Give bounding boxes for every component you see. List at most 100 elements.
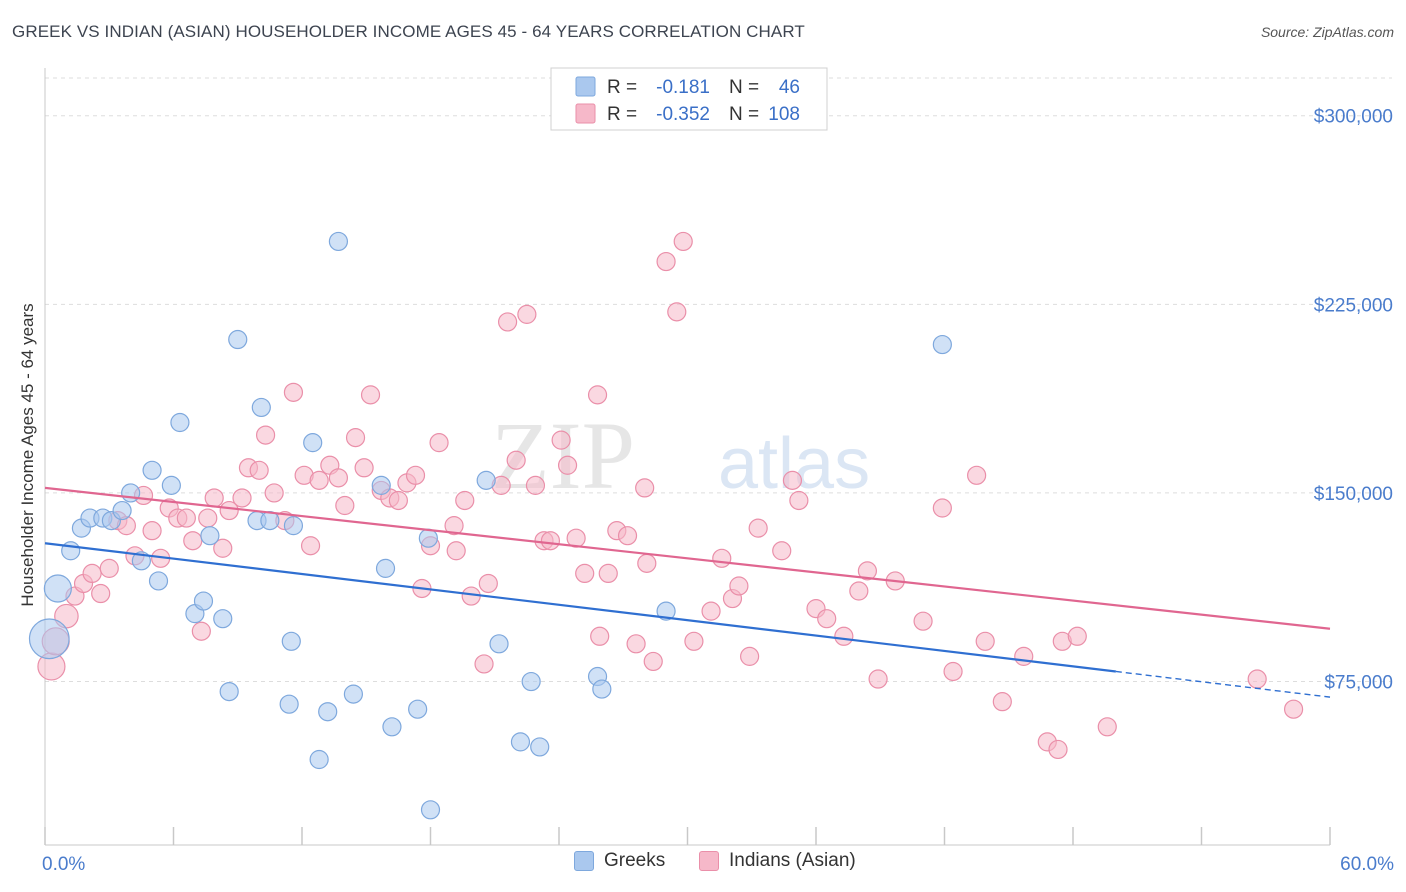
legend-greeks-n-label: N = <box>729 77 759 98</box>
greeks-trend-extension <box>1115 670 1331 698</box>
indians-point <box>1283 699 1304 719</box>
indians-point <box>637 553 657 573</box>
indians-point <box>729 576 749 596</box>
indians-point <box>176 508 196 528</box>
greeks-point <box>213 609 233 629</box>
legend-box: R = -0.181 N = 46 R = -0.352 N = 108 <box>550 67 828 131</box>
indians-point <box>204 488 224 508</box>
indians-point <box>328 468 349 488</box>
indians-point <box>748 518 768 538</box>
indians-point <box>198 508 218 528</box>
indians-point <box>309 470 329 490</box>
indians-point <box>388 490 408 511</box>
indians-point <box>183 531 203 551</box>
y-tick-label: $225,000 <box>1314 295 1393 316</box>
indians-point <box>1247 669 1267 689</box>
indians-point <box>99 558 119 578</box>
greeks-point <box>193 591 214 611</box>
greeks-point <box>382 717 402 737</box>
legend-indians-swatch <box>575 103 596 124</box>
greeks-point <box>170 412 190 433</box>
indians-point <box>701 601 721 621</box>
greeks-point <box>371 475 391 495</box>
greeks-point <box>521 671 541 692</box>
greeks-point <box>279 694 299 714</box>
indians-point <box>213 538 233 558</box>
indians-point <box>913 611 933 631</box>
indians-point <box>598 563 618 584</box>
greeks-point <box>121 483 141 503</box>
greeks-point <box>592 679 612 699</box>
indians-point <box>975 631 995 651</box>
indians-point <box>232 488 252 508</box>
legend-item-greeks[interactable]: Greeks <box>574 850 665 872</box>
indians-trend-line <box>44 486 1331 630</box>
indians-point <box>667 302 687 322</box>
greeks-trend-line <box>44 542 1116 673</box>
indians-point <box>474 654 494 674</box>
greeks-point <box>283 516 304 536</box>
indians-point <box>772 541 792 561</box>
greeks-point <box>112 500 132 521</box>
indians-point <box>191 621 211 641</box>
indians-point <box>498 312 518 332</box>
greeks-point <box>309 749 329 770</box>
indians-point <box>360 385 381 405</box>
y-tick-label: $75,000 <box>1324 673 1393 694</box>
greeks-point <box>148 571 169 591</box>
indians-point <box>444 516 464 536</box>
indians-point <box>712 548 732 568</box>
indians-point <box>857 561 878 581</box>
greeks-point <box>489 634 509 654</box>
y-tick-label: $150,000 <box>1314 484 1393 505</box>
indians-point <box>849 581 869 601</box>
indians-point <box>429 433 449 453</box>
greeks-point <box>228 329 248 350</box>
legend-item-indians[interactable]: Indians (Asian) <box>699 850 856 872</box>
greeks-point <box>281 631 301 651</box>
greeks-point <box>476 470 496 490</box>
indians-point <box>264 483 284 503</box>
indians-point <box>868 669 888 689</box>
indians-point <box>1048 739 1068 760</box>
indians-point <box>782 470 803 490</box>
indians-point <box>283 382 304 402</box>
indians-point <box>255 425 276 445</box>
indians-point <box>219 500 239 521</box>
indians-point <box>967 465 987 485</box>
greeks-swatch <box>574 851 594 871</box>
tick-labels: $75,000 $150,000 $225,000 $300,000 0.0% 60.0% <box>42 107 1394 875</box>
greeks-point <box>510 732 531 752</box>
indians-point <box>455 490 475 511</box>
indians-point <box>617 526 638 546</box>
legend-greeks-r-label: R = <box>607 77 637 98</box>
series-greeks-points <box>28 231 952 820</box>
indians-point <box>335 495 355 516</box>
greeks-point <box>251 397 271 418</box>
legend-indians-n-label: N = <box>729 104 759 125</box>
greeks-point <box>303 433 323 453</box>
source-label: Source: ZipAtlas.com <box>1260 24 1394 40</box>
indians-point <box>817 609 837 629</box>
greeks-point <box>318 702 338 722</box>
greeks-point <box>343 684 363 704</box>
legend-indians-r-value: -0.352 <box>656 104 710 125</box>
legend-indians-label: Indians (Asian) <box>729 850 856 871</box>
indians-point <box>740 646 760 666</box>
indians-point <box>345 428 366 448</box>
greeks-point <box>530 737 550 757</box>
indians-point <box>992 692 1012 712</box>
indians-point <box>1014 646 1034 666</box>
indians-point <box>587 385 608 405</box>
greeks-point <box>656 601 676 621</box>
indians-point <box>943 661 963 682</box>
indians-point <box>673 231 693 252</box>
greeks-point <box>161 475 181 495</box>
indians-point <box>789 490 809 511</box>
indians-point <box>551 430 571 450</box>
legend-indians-r-label: R = <box>607 104 637 125</box>
indians-point <box>540 531 561 551</box>
legend-greeks-n-value: 46 <box>779 77 800 98</box>
indians-point <box>506 450 526 470</box>
